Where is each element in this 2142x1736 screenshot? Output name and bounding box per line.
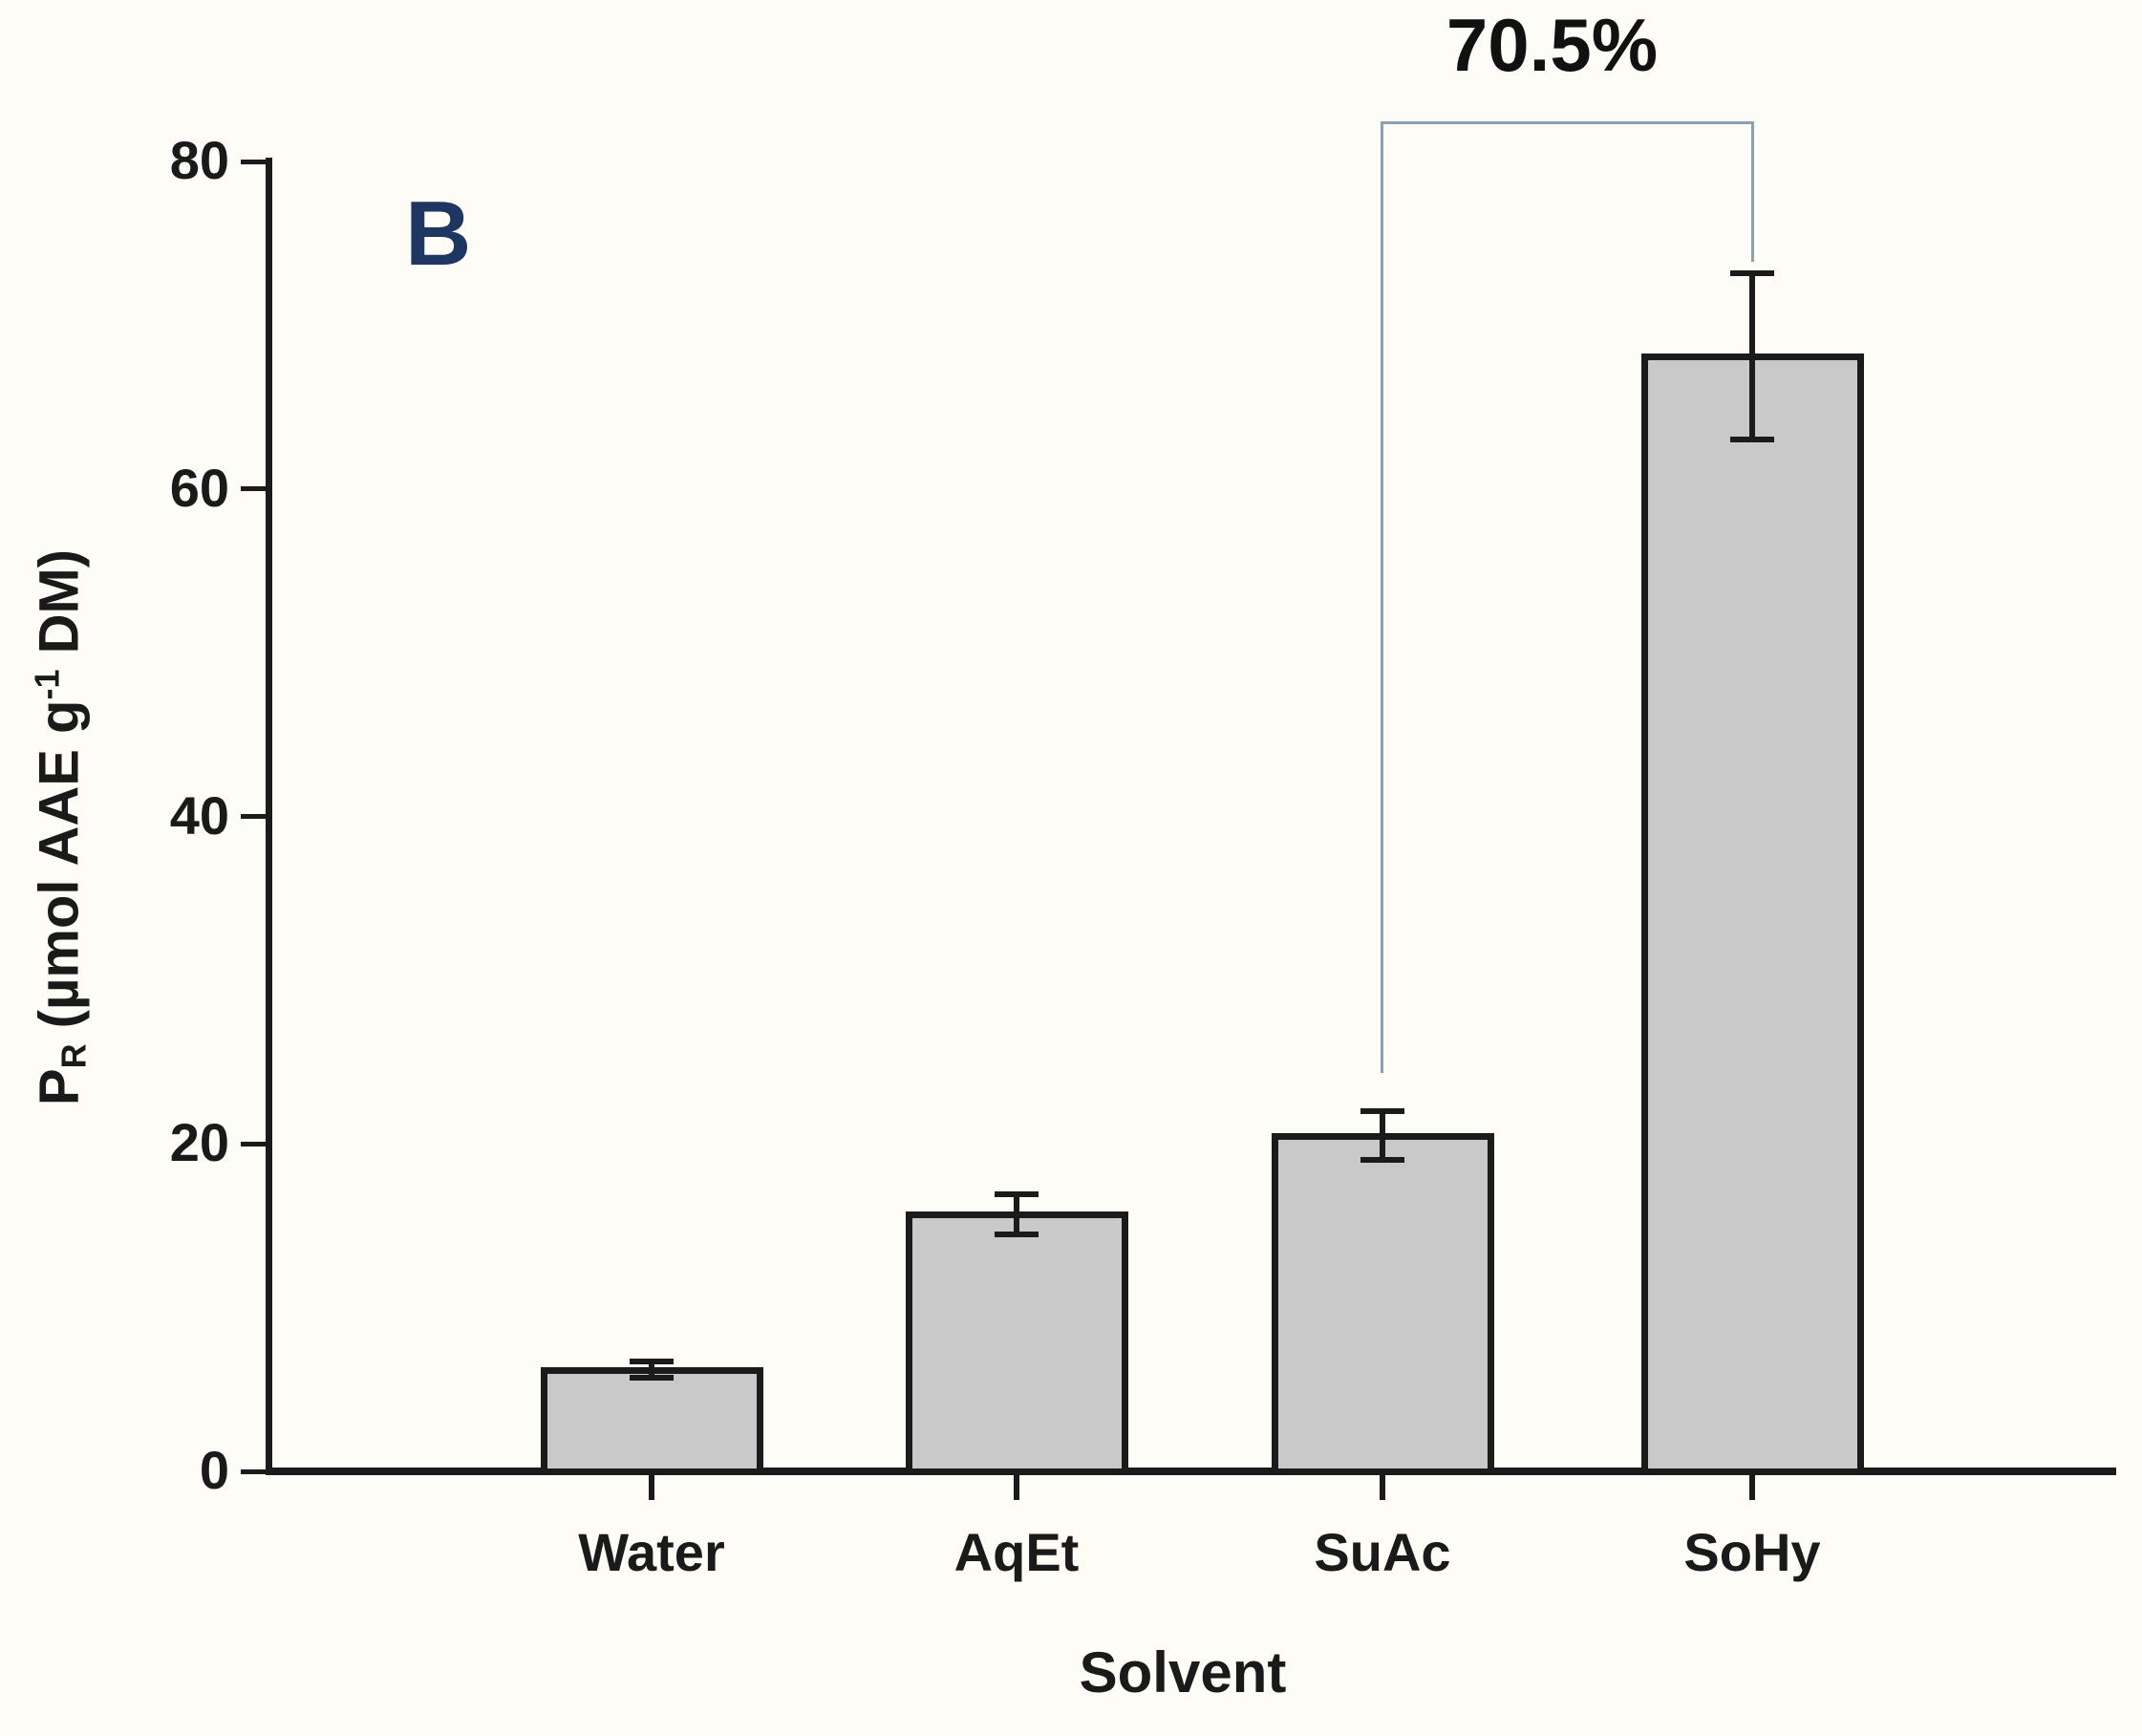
x-tick	[1014, 1475, 1019, 1500]
x-tick	[1749, 1475, 1755, 1500]
bar	[905, 1211, 1128, 1475]
significance-bracket-right	[1751, 121, 1754, 262]
y-axis-label-end: DM)	[28, 548, 91, 670]
y-tick-label: 80	[169, 130, 229, 191]
error-bar-line	[1014, 1194, 1019, 1234]
panel-label: B	[405, 182, 472, 285]
y-axis-label: PR (µmol AAE g-1 DM)	[27, 548, 94, 1106]
category-label: Water	[578, 1522, 725, 1582]
y-tick	[241, 486, 268, 492]
error-bar-cap-bottom	[995, 1231, 1039, 1237]
bar	[1640, 353, 1864, 1475]
bar	[540, 1366, 763, 1475]
annotation-label: 70.5%	[1446, 3, 1659, 87]
y-tick-label: 20	[169, 1112, 229, 1173]
x-axis-label: Solvent	[1079, 1640, 1287, 1704]
error-bar-cap-bottom	[1360, 1157, 1404, 1164]
y-axis-line	[266, 158, 272, 1475]
error-bar-cap-top	[995, 1191, 1039, 1198]
significance-bracket-horizontal	[1382, 121, 1752, 124]
y-axis-label-exponent: -1	[27, 669, 67, 700]
y-tick-label: 40	[169, 784, 229, 846]
y-tick	[241, 1141, 268, 1147]
y-tick	[241, 814, 268, 819]
error-bar-cap-top	[1730, 269, 1774, 276]
x-tick	[649, 1475, 654, 1500]
y-tick	[241, 1468, 268, 1474]
y-tick-label: 0	[199, 1440, 229, 1501]
error-bar-cap-bottom	[630, 1375, 674, 1382]
x-tick	[1380, 1475, 1385, 1500]
y-axis-label-subscript: R	[54, 1043, 94, 1069]
error-bar-line	[1380, 1110, 1385, 1161]
category-label: SoHy	[1683, 1522, 1821, 1582]
category-label: AqEt	[953, 1522, 1080, 1582]
bar	[1271, 1132, 1494, 1475]
significance-bracket-left	[1381, 121, 1383, 1073]
y-axis-label-p: P	[28, 1068, 91, 1106]
y-axis-label-mid: (µmol AAE g	[28, 699, 91, 1044]
error-bar-cap-bottom	[1730, 437, 1774, 443]
x-axis-line	[266, 1468, 2116, 1475]
y-tick	[241, 159, 268, 164]
error-bar-cap-top	[630, 1359, 674, 1365]
y-tick-label: 60	[169, 457, 229, 518]
error-bar-line	[1749, 272, 1755, 440]
category-label: SuAc	[1314, 1522, 1451, 1582]
error-bar-line	[649, 1361, 654, 1379]
error-bar-cap-top	[1360, 1107, 1404, 1114]
